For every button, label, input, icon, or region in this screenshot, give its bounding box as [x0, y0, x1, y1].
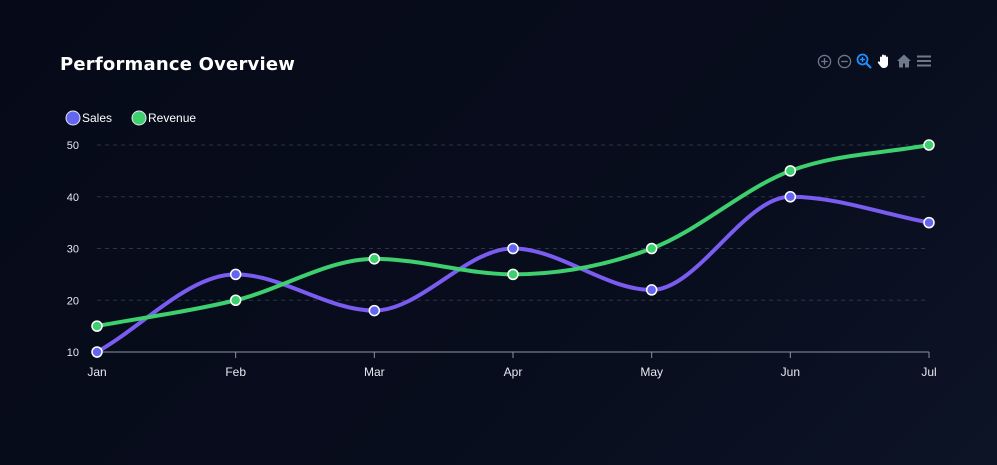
- data-point-revenue[interactable]: [368, 253, 381, 265]
- x-tick-label: Jul: [921, 365, 936, 379]
- menu-icon[interactable]: [916, 53, 932, 69]
- y-tick-label: 50: [67, 140, 79, 152]
- legend-label[interactable]: Sales: [82, 111, 112, 125]
- data-point-sales[interactable]: [229, 268, 242, 281]
- series-points: [91, 139, 935, 358]
- pan-hand-icon[interactable]: [876, 53, 892, 69]
- legend-label[interactable]: Revenue: [148, 111, 196, 125]
- data-point-revenue[interactable]: [645, 242, 658, 255]
- data-point-revenue[interactable]: [229, 294, 242, 306]
- axes: 10 20 30 40 50 Jan Feb Mar Apr May Jun Jul: [67, 140, 937, 379]
- data-point-sales[interactable]: [507, 242, 519, 255]
- x-tick-label: May: [640, 365, 663, 379]
- home-reset-icon[interactable]: [896, 53, 912, 69]
- data-point-sales[interactable]: [368, 304, 381, 317]
- y-tick-label: 20: [67, 295, 79, 307]
- data-point-sales[interactable]: [784, 191, 797, 203]
- series-line-revenue: [95, 143, 931, 329]
- data-point-sales[interactable]: [923, 216, 935, 229]
- data-point-sales[interactable]: [645, 284, 658, 296]
- x-tick-label: Jan: [87, 365, 106, 379]
- y-tick-label: 10: [67, 347, 79, 359]
- y-tick-label: 40: [67, 192, 79, 204]
- data-point-sales[interactable]: [91, 346, 103, 358]
- x-tick-label: Apr: [504, 365, 523, 379]
- chart-title: Performance Overview: [60, 54, 296, 75]
- x-tick-label: Feb: [225, 365, 246, 379]
- data-point-revenue[interactable]: [923, 139, 935, 151]
- zoom-in-icon[interactable]: [816, 53, 832, 69]
- data-point-revenue[interactable]: [507, 268, 519, 281]
- chart-toolbar: [816, 53, 932, 69]
- data-point-revenue[interactable]: [91, 320, 103, 332]
- x-tick-label: Jun: [781, 365, 800, 379]
- zoom-out-icon[interactable]: [836, 53, 852, 69]
- legend-marker[interactable]: [131, 110, 147, 126]
- y-tick-label: 30: [67, 244, 79, 256]
- legend: Sales Revenue: [65, 110, 196, 126]
- x-tick-label: Mar: [364, 365, 385, 379]
- selection-zoom-icon[interactable]: [856, 53, 872, 69]
- legend-marker[interactable]: [65, 110, 81, 126]
- data-point-revenue[interactable]: [784, 165, 797, 177]
